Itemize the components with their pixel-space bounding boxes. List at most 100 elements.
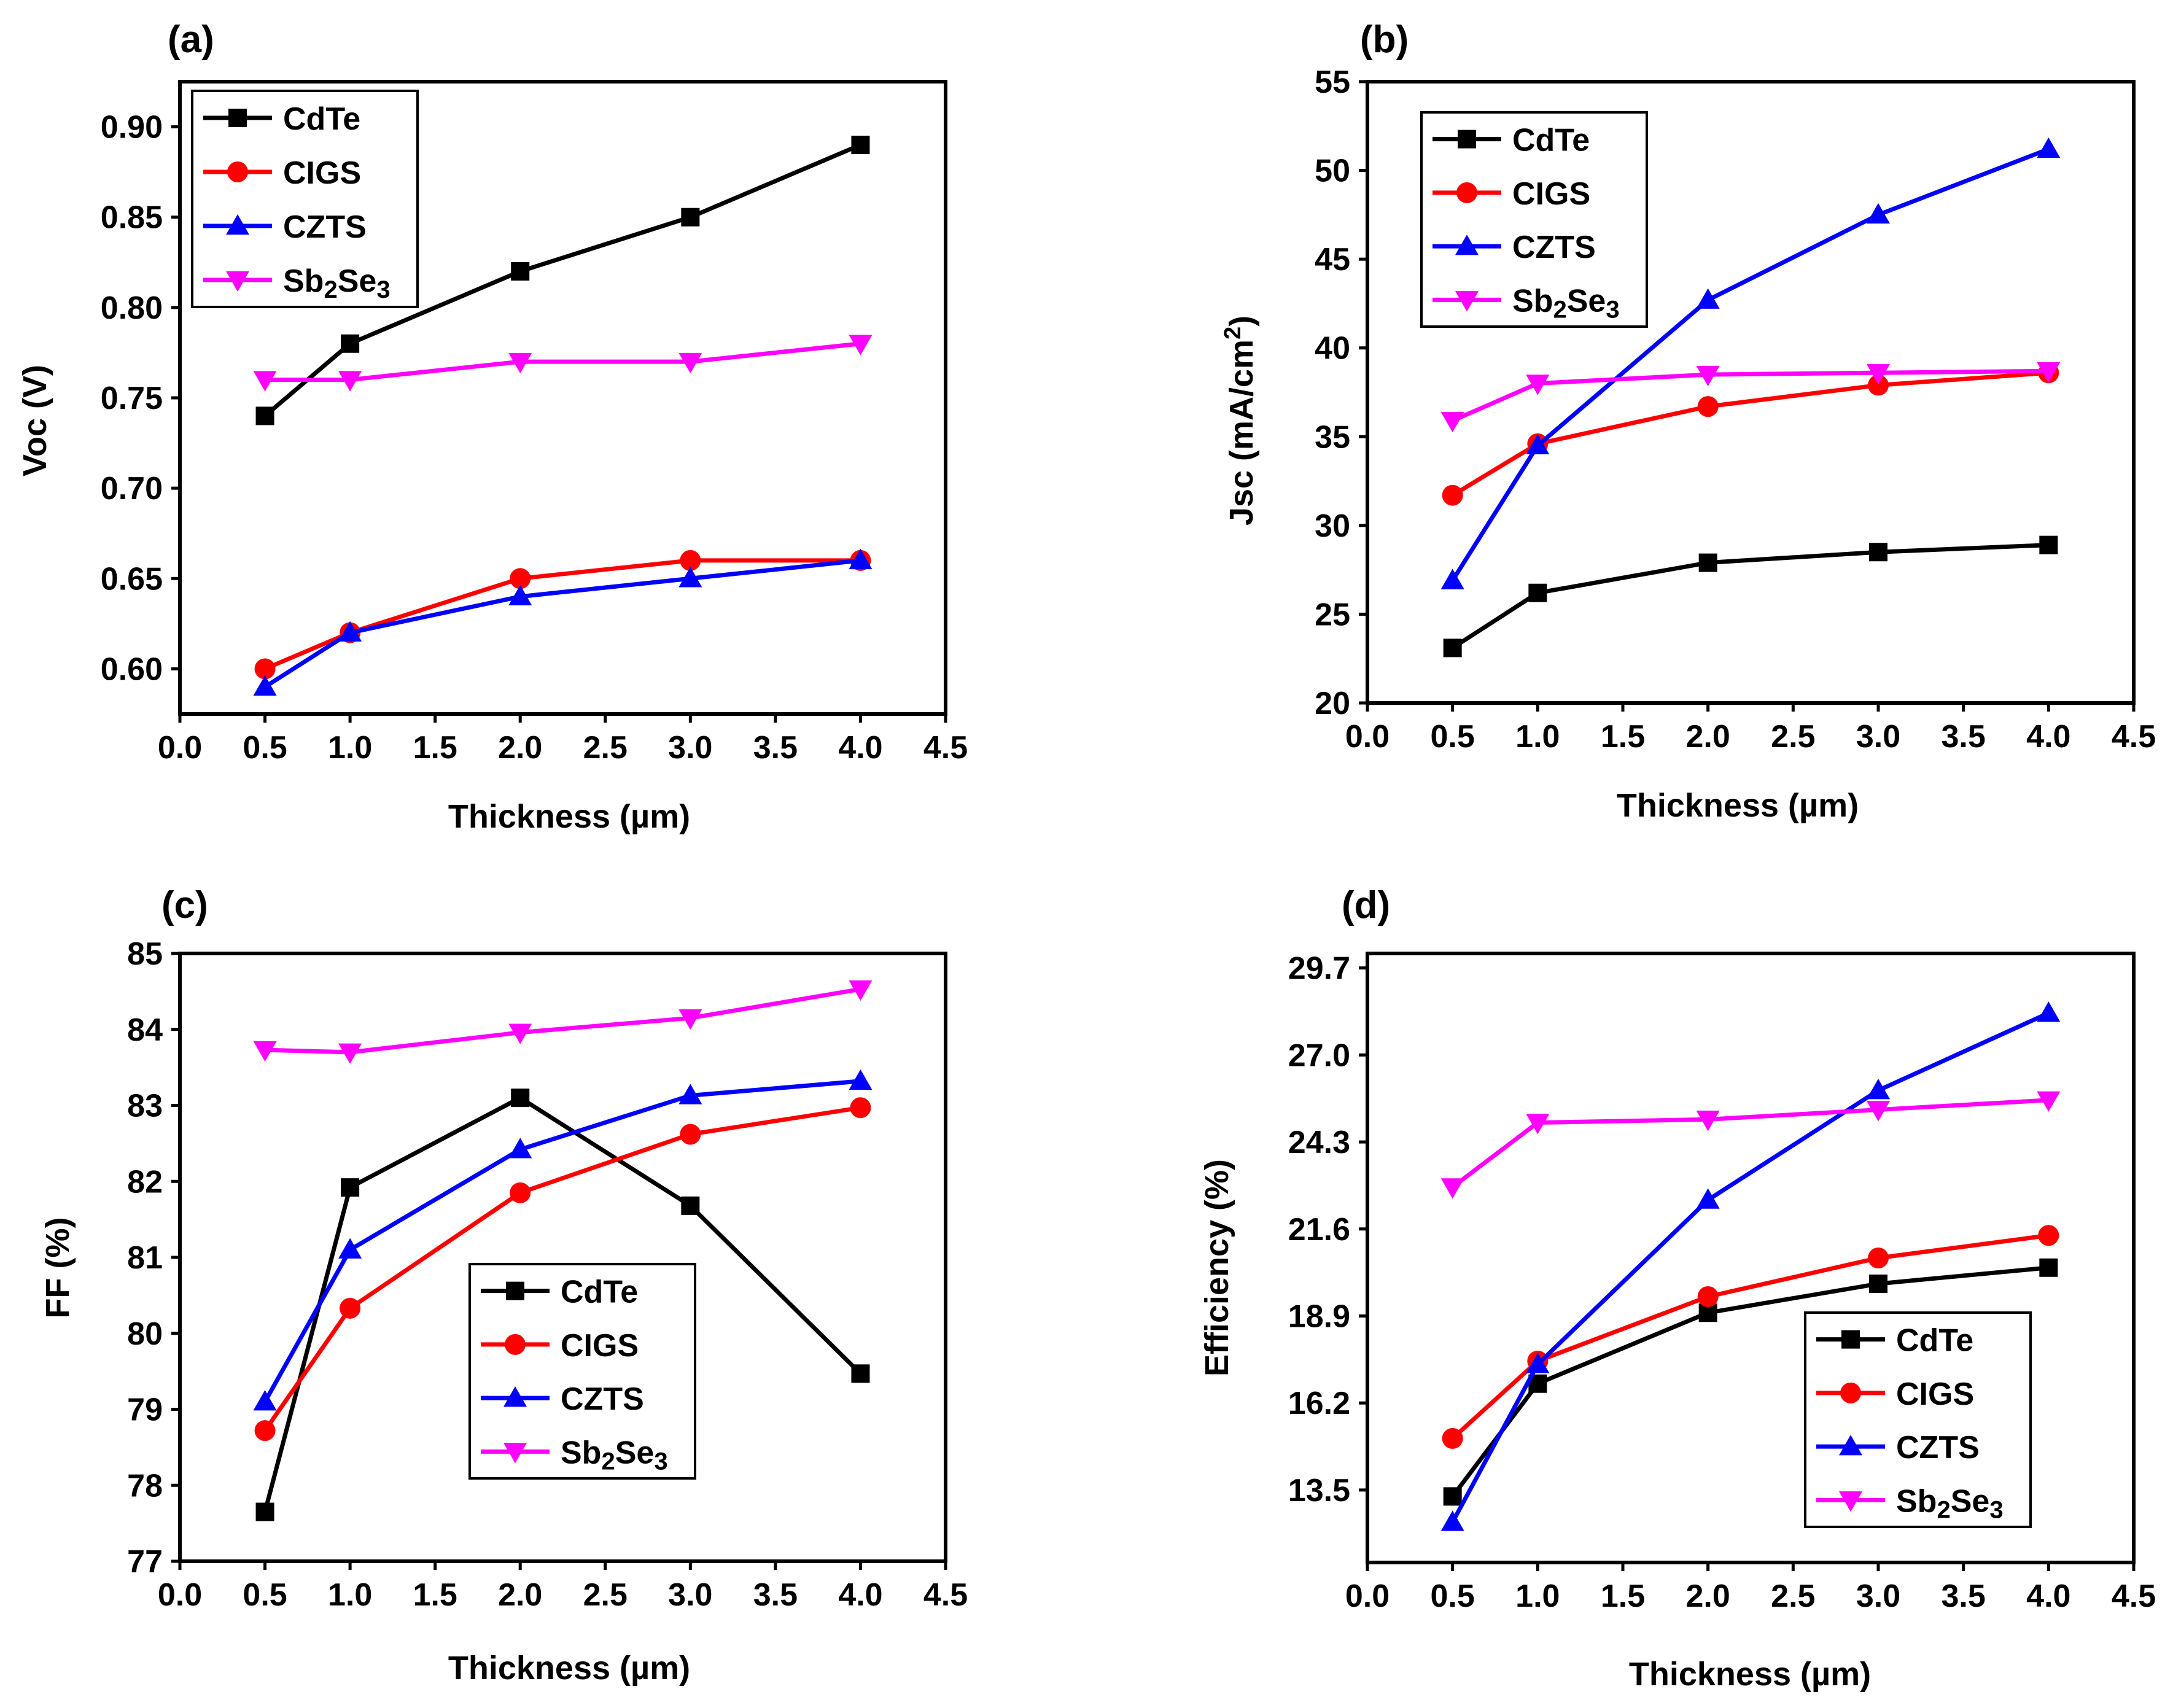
panel-b-series-CdTe-point	[2039, 535, 2058, 554]
panel-a-y-tick-label: 0.70	[101, 471, 163, 507]
panel-c-legend-marker-CIGS	[505, 1333, 526, 1355]
panel-a-x-tick-label: 2.0	[498, 730, 542, 766]
legend-formula-part: 3	[654, 1448, 667, 1475]
panel-b-legend-label-CIGS: CIGS	[1512, 176, 1590, 212]
panel-b-series-CZTS-point	[1526, 433, 1550, 454]
panel-a-series-CdTe-point	[511, 262, 530, 281]
panel-d-x-tick-label: 1.0	[1515, 1578, 1560, 1614]
panel-c-y-tick-label: 81	[127, 1240, 163, 1276]
panel-d-y-tick-label: 16.2	[1288, 1386, 1350, 1421]
panel-d-legend-marker-CIGS	[1840, 1382, 1861, 1403]
panel-c-x-tick-label: 4.0	[838, 1577, 882, 1613]
panel-b-series-CZTS-point	[1867, 203, 1890, 224]
panel-a-y-tick-label: 0.85	[101, 200, 163, 236]
panel-b-series-CIGS-point	[1442, 484, 1463, 506]
panel-d-series-CZTS-point	[1526, 1353, 1550, 1373]
panel-c-series-CZTS-point	[338, 1238, 362, 1259]
panel-c-series-CZTS-point	[678, 1084, 702, 1104]
panel-a-x-tick-label: 1.0	[328, 730, 372, 766]
panel-a-series-CIGS-point	[510, 568, 531, 589]
panel-c-series-CIGS-point	[510, 1182, 531, 1203]
panel-d-legend-label-CZTS: CZTS	[1896, 1430, 1980, 1465]
panel-a-label: (a)	[168, 18, 214, 61]
legend-formula-part: 3	[1989, 1496, 2003, 1523]
panel-a-x-tick-label: 3.0	[668, 730, 712, 766]
panel-d-legend-label-Sb2Se3: Sb2Se3	[1896, 1483, 2004, 1523]
panel-b-y-title-sup: 2	[1220, 327, 1246, 340]
panel-c-x-tick-label: 2.5	[583, 1577, 628, 1613]
panel-d-series-Sb2Se3-point	[1696, 1111, 1720, 1132]
panel-b-series-CZTS-point	[1696, 288, 1720, 309]
panel-c-legend-label-CIGS: CIGS	[561, 1328, 639, 1364]
panel-c-y-tick-label: 83	[127, 1089, 163, 1124]
panel-c-y-tick-label: 85	[127, 936, 163, 972]
panel-a-legend-marker-CdTe	[228, 109, 247, 127]
panel-c-y-tick-label: 77	[127, 1544, 163, 1580]
panel-d-y-axis-title: Efficiency (%)	[1199, 1159, 1235, 1376]
panel-c-x-tick-label: 4.5	[923, 1577, 968, 1613]
panel-c-series-CIGS-point	[340, 1297, 361, 1319]
panel-a-series-Sb2Se3-point	[849, 335, 873, 355]
panel-c-y-tick-label: 79	[127, 1392, 163, 1428]
panel-a-x-tick-label: 0.5	[243, 730, 287, 766]
panel-c-x-tick-label: 3.0	[668, 1577, 712, 1613]
panel-a-y-tick-label: 0.80	[101, 290, 163, 326]
legend-formula-part: Se	[1951, 1483, 1990, 1519]
panel-d-y-tick-label: 13.5	[1288, 1473, 1350, 1508]
panel-d-series-CIGS-point	[1697, 1286, 1719, 1307]
panel-d-x-tick-label: 0.5	[1431, 1578, 1475, 1614]
panel-b-series-Sb2Se3-point	[2037, 362, 2061, 383]
panel-c-y-axis-title: FF (%)	[39, 1217, 76, 1319]
panel-a-series-CdTe-point	[681, 208, 700, 227]
panel-a-x-tick-label: 0.0	[158, 730, 202, 766]
panel-a-x-tick-label: 4.5	[923, 730, 968, 766]
panel-d-y-tick-label: 21.6	[1288, 1212, 1350, 1248]
panel-a-series-Sb2Se3-point	[253, 371, 277, 392]
panel-b-legend-marker-CZTS	[1455, 235, 1479, 255]
panel-c-y-tick-label: 80	[127, 1316, 163, 1352]
panel-b-x-tick-label: 1.0	[1515, 719, 1560, 755]
panel-c-legend-label-CdTe: CdTe	[561, 1275, 638, 1310]
panel-a-x-tick-label: 2.5	[583, 730, 628, 766]
panel-b-series-Sb2Se3-point	[1440, 412, 1464, 433]
panel-c-legend-marker-CZTS	[503, 1386, 527, 1407]
panel-b-series-CIGS-point	[1868, 375, 1889, 396]
panel-d-x-tick-label: 0.0	[1345, 1578, 1390, 1614]
panel-a-x-tick-label: 4.0	[838, 730, 882, 766]
panel-c-x-tick-label: 2.0	[498, 1577, 542, 1613]
panel-d: (d) 0.0 0.5 1.0 1.5 2.0 2.5 3.0 3.5 4.0 4.5 13.5 16…	[1199, 884, 2156, 1693]
panel-b-series-CIGS-point	[1697, 396, 1719, 417]
panel-b-series-CZTS-point	[2037, 137, 2061, 158]
panel-d-x-tick-label: 4.0	[2026, 1578, 2070, 1614]
panel-a-x-axis-title: Thickness (µm)	[448, 798, 690, 835]
panel-c-series-CZTS-point	[849, 1069, 873, 1090]
panel-b-legend-marker-CdTe	[1458, 130, 1476, 149]
panel-b-legend: CdTe CIGS CZTS Sb2Se3	[1420, 111, 1648, 328]
panel-d-label: (d)	[1342, 884, 1390, 926]
legend-formula-part: 3	[1606, 296, 1619, 323]
panel-b-x-axis-title: Thickness (µm)	[1617, 787, 1859, 824]
panel-d-y-tick-label: 18.9	[1288, 1298, 1350, 1334]
panel-a-legend: CdTe CIGS CZTS Sb2Se3	[191, 90, 419, 308]
panel-b-x-tick-label: 2.0	[1686, 719, 1730, 755]
panel-a-plot: 0.0 0.5 1.0 1.5 2.0 2.5 3.0 3.5 4.0 4.5 0.60 0.65 0.…	[101, 80, 968, 766]
panel-c-series-Sb2Se3-point	[253, 1041, 277, 1062]
panel-c-series-Sb2Se3-point	[338, 1043, 362, 1064]
legend-formula-part: Se	[1567, 283, 1606, 319]
panel-d-y-tick-label: 29.7	[1288, 951, 1350, 987]
panel-d-x-tick-label: 2.0	[1686, 1578, 1730, 1614]
panel-c-series-CIGS-point	[254, 1420, 276, 1442]
panel-c-label: (c)	[161, 884, 208, 926]
panel-b-y-tick-label: 55	[1315, 64, 1350, 100]
panel-d-series-Sb2Se3-point	[1440, 1178, 1464, 1199]
panel-a-series-Sb2Se3-point	[338, 371, 362, 392]
panel-a-x-tick-label: 3.5	[753, 730, 798, 766]
panel-b-y-tick-label: 50	[1315, 153, 1350, 189]
panel-d-series-Sb2Se3-point	[2037, 1091, 2061, 1112]
panel-c-y-tick-label: 84	[127, 1012, 163, 1048]
panel-a: (a) 0.0 0.5 1.0 1.5 2.0 2.5 3.0 3.5 4.0 4.50.600.…	[17, 18, 968, 835]
panel-b-legend-label-CdTe: CdTe	[1512, 123, 1590, 158]
panel-b-series-CZTS-point	[1440, 569, 1464, 589]
panel-b-series-CdTe-point	[1869, 543, 1887, 562]
legend-formula-part: Sb	[1512, 283, 1553, 319]
